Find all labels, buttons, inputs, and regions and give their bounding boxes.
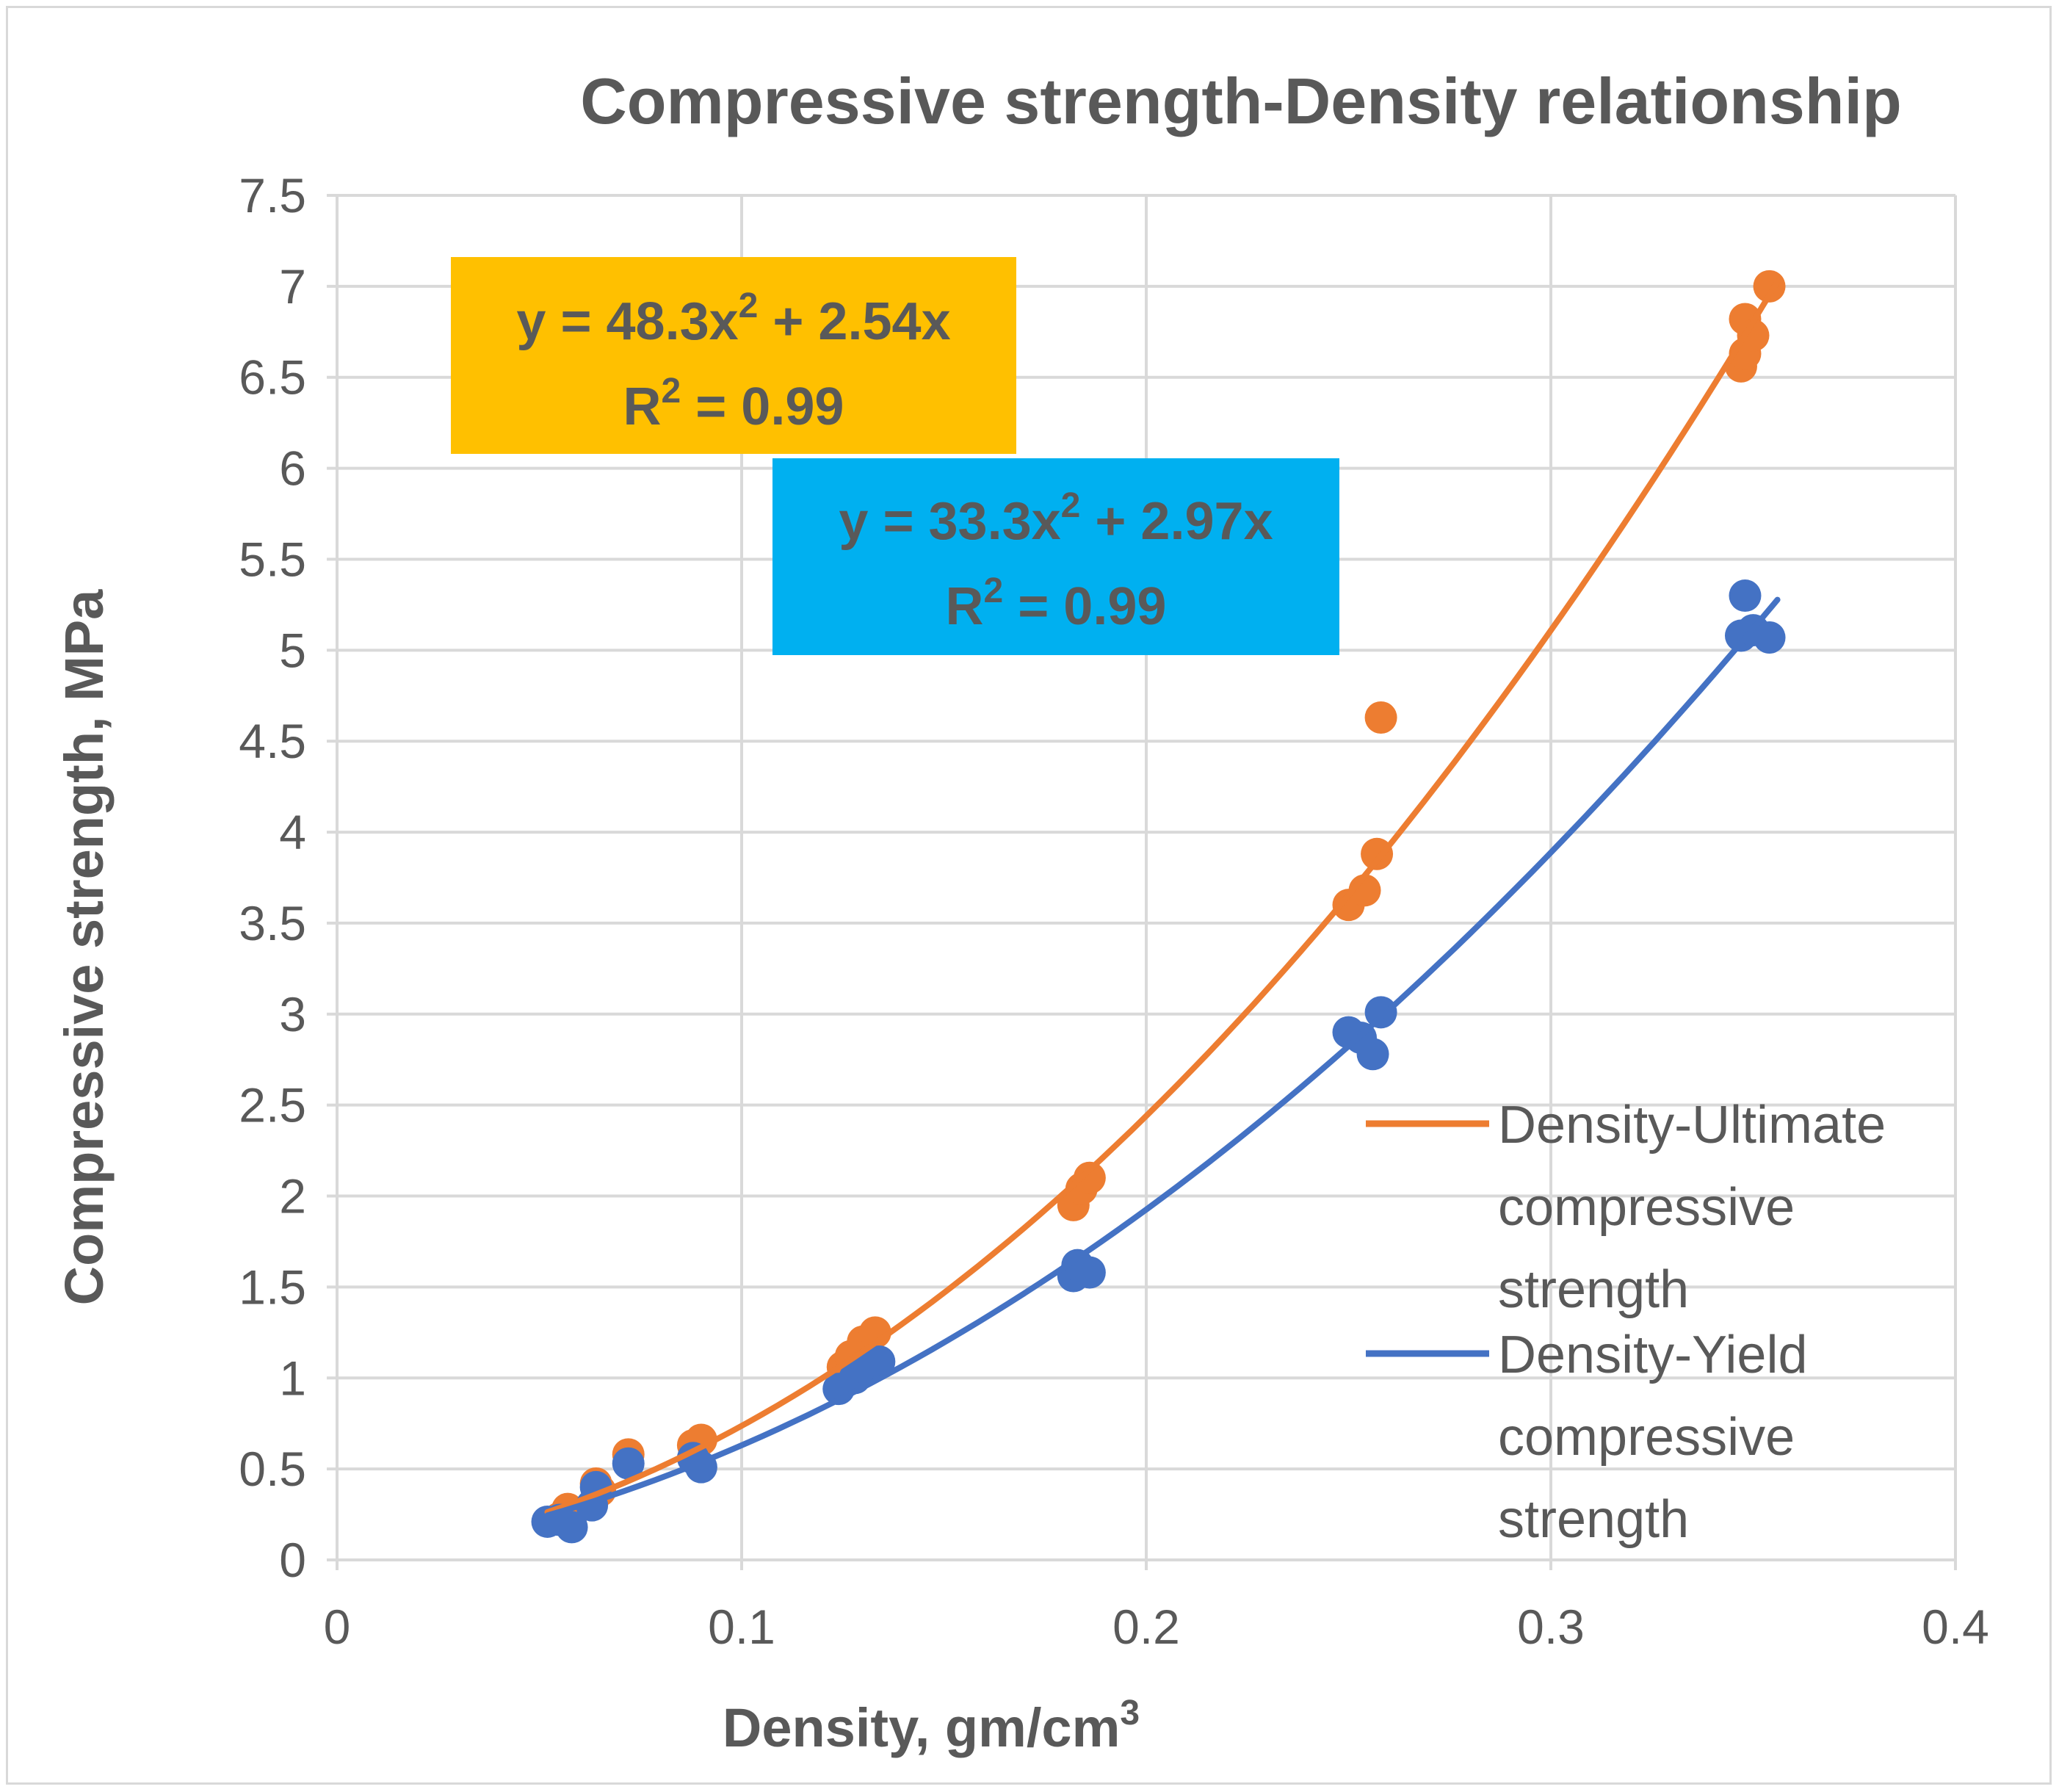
y-tick-label: 7.5: [239, 168, 306, 223]
y-tick-label: 4: [279, 805, 306, 859]
y-tick-label: 5.5: [239, 532, 306, 586]
x-tick-label: 0: [324, 1600, 351, 1654]
data-point-ultimate: [1361, 837, 1394, 870]
y-tick-label: 7: [279, 259, 306, 314]
x-axis-label: Density, gm/cm3: [723, 1694, 1140, 1758]
data-point-ultimate: [1073, 1161, 1106, 1194]
y-tick-label: 2: [279, 1169, 306, 1224]
equation-box-ultimate-background: [451, 257, 1016, 454]
y-tick-label: 6: [279, 441, 306, 496]
data-point-yield: [1073, 1256, 1106, 1289]
y-tick-label: 2.5: [239, 1078, 306, 1132]
series-yield: [531, 579, 1786, 1544]
y-tick-label: 5: [279, 623, 306, 677]
x-tick-label: 0.4: [1922, 1600, 1989, 1654]
data-point-yield: [1364, 996, 1397, 1029]
data-point-ultimate: [1364, 701, 1397, 734]
data-point-yield: [1356, 1038, 1389, 1071]
data-point-ultimate: [1753, 270, 1786, 303]
legend: Density-Ultimate compressive strength De…: [1366, 1096, 1886, 1549]
legend-label-yield-line1: Density-Yield: [1498, 1326, 1808, 1384]
data-point-yield: [555, 1511, 588, 1544]
trendline-yield: [544, 596, 1781, 1519]
legend-label-yield-line2: compressive: [1498, 1408, 1795, 1467]
equation-box-yield-background: [772, 458, 1339, 655]
y-axis-label: Compressive strength, MPa: [54, 589, 115, 1305]
data-point-yield: [863, 1345, 896, 1378]
data-point-ultimate: [1737, 319, 1770, 352]
y-tick-label: 1.5: [239, 1260, 306, 1314]
x-tick-labels: 0 0.1 0.2 0.3 0.4: [324, 1600, 1989, 1654]
legend-item-yield: Density-Yield compressive strength: [1366, 1326, 1808, 1549]
y-tick-labels: 0 0.5 1 1.5 2 2.5 3 3.5 4 4.5 5 5.5 6 6.5 7 7.5: [239, 168, 306, 1587]
legend-label-ultimate-line2: compressive: [1498, 1178, 1795, 1237]
legend-label-ultimate-line1: Density-Ultimate: [1498, 1096, 1886, 1155]
y-tick-label: 3.5: [239, 896, 306, 950]
equation-box-ultimate: y = 48.3x2 + 2.54x R2 = 0.99: [451, 257, 1016, 454]
equation-box-yield: y = 33.3x2 + 2.97x R2 = 0.99: [772, 458, 1339, 655]
data-point-yield: [1753, 621, 1786, 654]
y-tick-label: 0.5: [239, 1442, 306, 1496]
equation-yield: y = 33.3x2 + 2.97x: [839, 486, 1273, 551]
chart-title: Compressive strength-Density relationshi…: [580, 65, 1902, 137]
data-point-yield: [612, 1447, 645, 1480]
trendline-ultimate: [544, 278, 1781, 1515]
r-squared-ultimate: R2 = 0.99: [623, 372, 844, 436]
y-tick-label: 6.5: [239, 350, 306, 405]
x-tick-label: 0.1: [708, 1600, 775, 1654]
y-tick-label: 3: [279, 987, 306, 1041]
legend-item-ultimate: Density-Ultimate compressive strength: [1366, 1096, 1886, 1319]
r-squared-yield: R2 = 0.99: [946, 571, 1167, 636]
series-layer: [531, 270, 1786, 1544]
y-tick-label: 1: [279, 1351, 306, 1405]
legend-label-ultimate-line3: strength: [1498, 1260, 1689, 1319]
y-tick-label: 0: [279, 1533, 306, 1587]
equation-ultimate: y = 48.3x2 + 2.54x: [516, 286, 950, 351]
chart-frame: [6, 6, 2052, 1785]
x-tick-label: 0.2: [1112, 1600, 1180, 1654]
y-tick-label: 4.5: [239, 714, 306, 768]
x-tick-label: 0.3: [1517, 1600, 1585, 1654]
data-point-yield: [1729, 579, 1762, 613]
legend-label-yield-line3: strength: [1498, 1490, 1689, 1549]
